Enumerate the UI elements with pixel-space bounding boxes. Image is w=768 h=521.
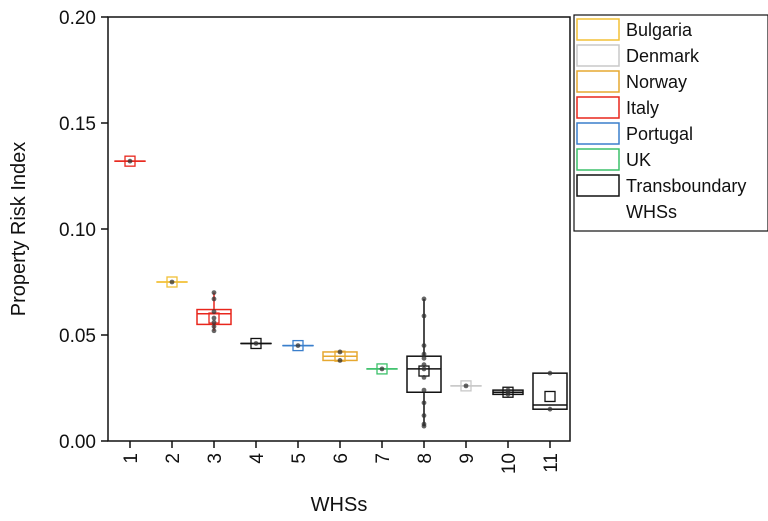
x-tick-label: 9 [457, 453, 478, 464]
data-point [505, 391, 511, 397]
legend-label: Portugal [626, 124, 693, 144]
legend-item: Bulgaria [576, 18, 693, 41]
x-tick-label: 2 [163, 453, 184, 464]
legend-item: Norway [576, 70, 687, 93]
legend-label: Transboundary WHSs [626, 176, 746, 222]
mean-marker [544, 390, 556, 403]
data-point [379, 366, 385, 372]
x-tick-label: 8 [415, 453, 436, 464]
data-point [211, 315, 217, 321]
x-tick-label: 6 [331, 453, 352, 464]
data-point [547, 406, 553, 412]
data-point [421, 387, 427, 393]
legend-label: UK [626, 150, 651, 170]
x-axis: 1 2 3 4 5 6 7 8 9 10 11 [121, 441, 562, 474]
y-axis: 0.00 0.05 0.10 0.15 0.20 [59, 8, 108, 453]
data-point [211, 290, 217, 295]
data-point [421, 366, 427, 372]
box-11 [532, 370, 568, 412]
legend-swatch [576, 96, 620, 119]
box-10 [492, 386, 524, 398]
mean-marker [502, 386, 514, 398]
x-tick-label: 1 [121, 453, 142, 464]
legend-swatch [576, 174, 620, 197]
mean-marker [250, 337, 262, 350]
legend-swatch [576, 70, 620, 93]
data-point [421, 375, 427, 380]
x-axis-title: WHSs [311, 494, 368, 516]
data-point [421, 423, 427, 429]
mean-marker [124, 155, 136, 167]
data-point [211, 324, 217, 329]
box-3 [196, 290, 232, 334]
box-6 [322, 349, 358, 363]
data-point [421, 413, 427, 418]
mean-marker [166, 276, 178, 288]
data-point [253, 341, 259, 346]
data-point [547, 370, 553, 376]
box-7 [366, 363, 398, 375]
data-point [421, 355, 427, 361]
box-rect [406, 355, 442, 393]
legend-item: UK [576, 148, 651, 171]
legend-swatch [576, 148, 620, 171]
data-point [295, 343, 301, 348]
data-point [169, 279, 175, 285]
data-point [211, 296, 217, 302]
data-point [337, 349, 343, 355]
legend-swatch [576, 122, 620, 145]
data-point [421, 296, 427, 302]
legend-label: Bulgaria [626, 20, 693, 40]
mean-marker [460, 380, 472, 392]
y-tick-label: 0.15 [59, 114, 96, 135]
legend-swatch [576, 18, 620, 41]
y-tick-label: 0.10 [59, 220, 96, 241]
legend: Bulgaria Denmark Norway Italy Portugal UK Tran… [573, 14, 768, 232]
y-tick-label: 0.00 [59, 432, 96, 453]
data-point [211, 319, 217, 325]
mean-marker [376, 363, 388, 375]
legend-label: Denmark [626, 46, 700, 66]
x-tick-label: 7 [373, 453, 394, 464]
data-point [421, 362, 427, 368]
data-point [421, 351, 427, 357]
mean-marker [292, 339, 304, 352]
legend-label: Italy [626, 98, 659, 118]
box-5 [282, 339, 314, 352]
data-point [421, 313, 427, 319]
y-tick-label: 0.05 [59, 326, 96, 347]
box-4 [240, 337, 272, 350]
box-2 [156, 276, 188, 288]
data-point [127, 158, 133, 164]
data-point [463, 383, 469, 389]
y-axis-title: Property Risk Index [8, 142, 30, 317]
legend-item: Portugal [576, 122, 693, 145]
boxes [114, 155, 568, 429]
plot-frame [107, 16, 571, 442]
x-tick-label: 5 [289, 453, 310, 464]
data-point [421, 400, 427, 406]
legend-item: Denmark [576, 44, 700, 67]
x-tick-label: 10 [499, 453, 520, 474]
box-8 [406, 296, 442, 429]
y-tick-label: 0.20 [59, 8, 96, 29]
data-point [337, 358, 343, 363]
x-tick-label: 3 [205, 453, 226, 464]
box-9 [450, 380, 482, 392]
x-tick-label: 11 [541, 453, 562, 473]
legend-item: Italy [576, 96, 659, 119]
x-tick-label: 4 [247, 453, 268, 464]
data-point [211, 309, 217, 315]
box-1 [114, 155, 146, 167]
data-point [421, 343, 427, 348]
legend-label: Norway [626, 72, 687, 92]
data-point [211, 328, 217, 334]
legend-item: Transboundary WHSs [576, 174, 746, 222]
legend-swatch [576, 44, 620, 67]
